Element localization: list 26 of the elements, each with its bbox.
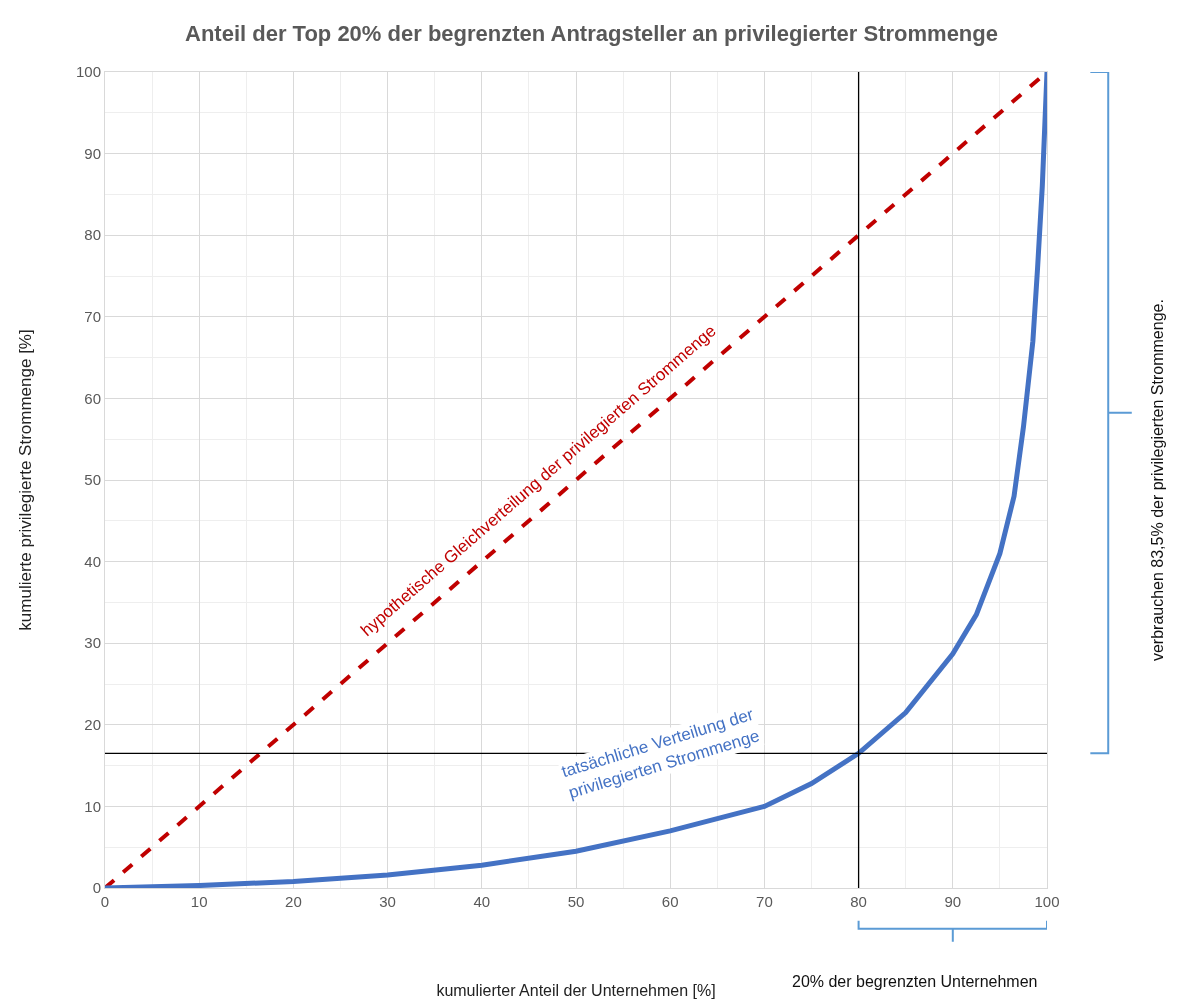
x-tick-label: 100 — [1034, 893, 1060, 910]
x-tick-label: 70 — [756, 893, 773, 910]
y-tick-label: 10 — [84, 797, 101, 815]
x-tick-label: 40 — [473, 893, 491, 910]
y-tick-label: 80 — [84, 226, 101, 244]
y-tick-label: 70 — [84, 308, 101, 326]
y-tick-label: 20 — [84, 716, 101, 734]
y-tick-label: 60 — [84, 389, 101, 407]
x-tick-label: 60 — [661, 893, 679, 910]
x-tick-label: 10 — [190, 893, 208, 910]
x-tick-label: 30 — [379, 893, 396, 910]
text: verbrauchen 83,5% der privilegierten Strommenge. — [1149, 299, 1167, 662]
y-tick-label: 30 — [84, 634, 101, 652]
y-tick-label: 90 — [84, 144, 101, 162]
y-tick-label: 40 — [84, 552, 101, 570]
y-axis-title: kumulierte privilegierte Strommenge [%] — [15, 329, 35, 631]
x-tick-label: 80 — [850, 893, 867, 910]
x-tick-label: 20 — [285, 893, 302, 910]
x-axis-title: kumulierter Anteil der Unternehmen [%] — [436, 981, 716, 999]
chart-title: Anteil der Top 20% der begrenzten Antragsteller an privilegierter Strommenge — [185, 20, 998, 46]
y-tick-label: 0 — [92, 879, 101, 897]
x-tick-label: 90 — [944, 893, 962, 910]
y-tick-label: 100 — [75, 63, 101, 81]
text: 20% der begrenzten Unternehmen — [792, 973, 1038, 990]
x-tick-label: 50 — [567, 893, 585, 910]
y-tick-label: 50 — [84, 471, 101, 489]
